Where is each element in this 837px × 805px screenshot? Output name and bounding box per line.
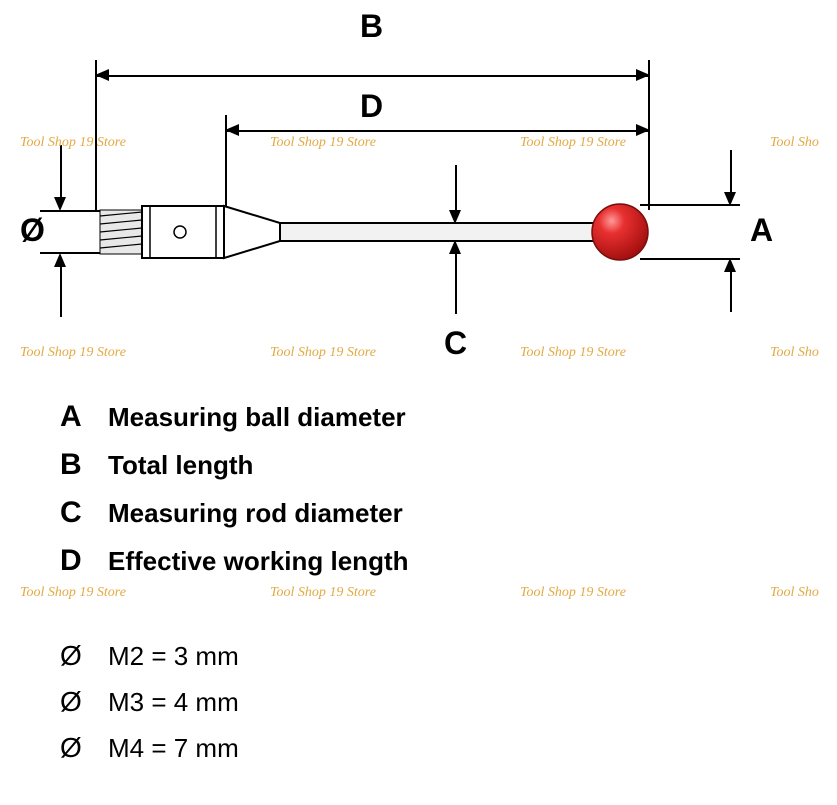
watermark-1: Tool Shop 19 Store xyxy=(270,135,376,151)
thread-sym-1: Ø xyxy=(60,686,108,718)
phi-ext-bot xyxy=(60,267,62,317)
legend-row-a: A Measuring ball diameter xyxy=(60,400,409,434)
watermark-10: Tool Shop 19 Store xyxy=(520,585,626,601)
legend-text-a: Measuring ball diameter xyxy=(108,402,406,433)
phi-tick-bot xyxy=(40,252,100,254)
phi-arrow-bot xyxy=(54,253,66,267)
legend-text-b: Total length xyxy=(108,450,253,481)
legend-row-c: C Measuring rod diameter xyxy=(60,496,409,530)
thread-text-2: M4 = 7 mm xyxy=(108,733,239,764)
watermark-9: Tool Shop 19 Store xyxy=(270,585,376,601)
phi-arrow-top xyxy=(54,197,66,211)
a-tick-top xyxy=(640,204,740,206)
watermark-3: Tool Sho xyxy=(770,135,819,151)
legend-row-d: D Effective working length xyxy=(60,544,409,578)
legend-text-c: Measuring rod diameter xyxy=(108,498,403,529)
stylus-rod xyxy=(280,223,600,241)
a-arrow-bot xyxy=(724,258,736,272)
dim-label-phi: Ø xyxy=(20,212,45,249)
c-arrow-top xyxy=(449,210,461,224)
body-hole xyxy=(174,226,186,238)
thread-legend: Ø M2 = 3 mm Ø M3 = 4 mm Ø M4 = 7 mm xyxy=(60,640,239,778)
a-ext-top xyxy=(730,150,732,198)
dim-label-a: A xyxy=(750,212,773,249)
c-arrow-bot xyxy=(449,240,461,254)
phi-ext-top xyxy=(60,145,62,205)
legend-key-d: D xyxy=(60,544,108,578)
legend-key-a: A xyxy=(60,400,108,434)
watermark-8: Tool Shop 19 Store xyxy=(20,585,126,601)
watermark-4: Tool Shop 19 Store xyxy=(20,345,126,361)
watermark-7: Tool Sho xyxy=(770,345,819,361)
stylus-diagram: B D xyxy=(0,0,837,380)
stylus-taper xyxy=(224,206,280,258)
watermark-2: Tool Shop 19 Store xyxy=(520,135,626,151)
thread-text-0: M2 = 3 mm xyxy=(108,641,239,672)
thread-sym-2: Ø xyxy=(60,732,108,764)
legend: A Measuring ball diameter B Total length… xyxy=(60,400,409,592)
thread-text-1: M3 = 4 mm xyxy=(108,687,239,718)
legend-key-c: C xyxy=(60,496,108,530)
legend-row-b: B Total length xyxy=(60,448,409,482)
thread xyxy=(100,210,142,254)
dim-label-c: C xyxy=(444,325,467,362)
legend-key-b: B xyxy=(60,448,108,482)
thread-sym-0: Ø xyxy=(60,640,108,672)
watermark-11: Tool Sho xyxy=(770,585,819,601)
thread-row-1: Ø M3 = 4 mm xyxy=(60,686,239,718)
watermark-5: Tool Shop 19 Store xyxy=(270,345,376,361)
watermark-6: Tool Shop 19 Store xyxy=(520,345,626,361)
a-ext-bot xyxy=(730,272,732,312)
stylus-ball xyxy=(592,204,648,260)
watermark-0: Tool Shop 19 Store xyxy=(20,135,126,151)
stylus-svg xyxy=(0,0,837,380)
thread-row-0: Ø M2 = 3 mm xyxy=(60,640,239,672)
phi-tick-top xyxy=(40,210,100,212)
legend-text-d: Effective working length xyxy=(108,546,409,577)
c-ext-bot xyxy=(455,254,457,314)
thread-row-2: Ø M4 = 7 mm xyxy=(60,732,239,764)
